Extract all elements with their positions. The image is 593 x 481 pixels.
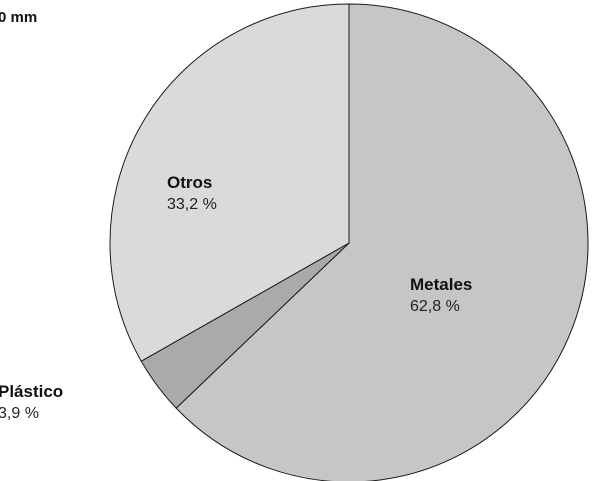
slice-label-plastico: Plástico — [0, 382, 63, 401]
pie-slice-metales — [175, 3, 589, 481]
pie-labels: Metales 62,8 % Plástico 3,9 % Otros 33,2 % — [0, 173, 472, 422]
top-note-text: 0 mm — [0, 9, 37, 26]
slice-value-otros: 33,2 % — [167, 196, 217, 213]
slice-label-metales: Metales — [410, 275, 472, 294]
slice-value-metales: 62,8 % — [410, 298, 460, 315]
pie-slices — [109, 3, 589, 481]
slice-value-plastico: 3,9 % — [0, 405, 39, 422]
pie-slice-otros — [109, 3, 350, 362]
slice-label-otros: Otros — [167, 173, 212, 192]
